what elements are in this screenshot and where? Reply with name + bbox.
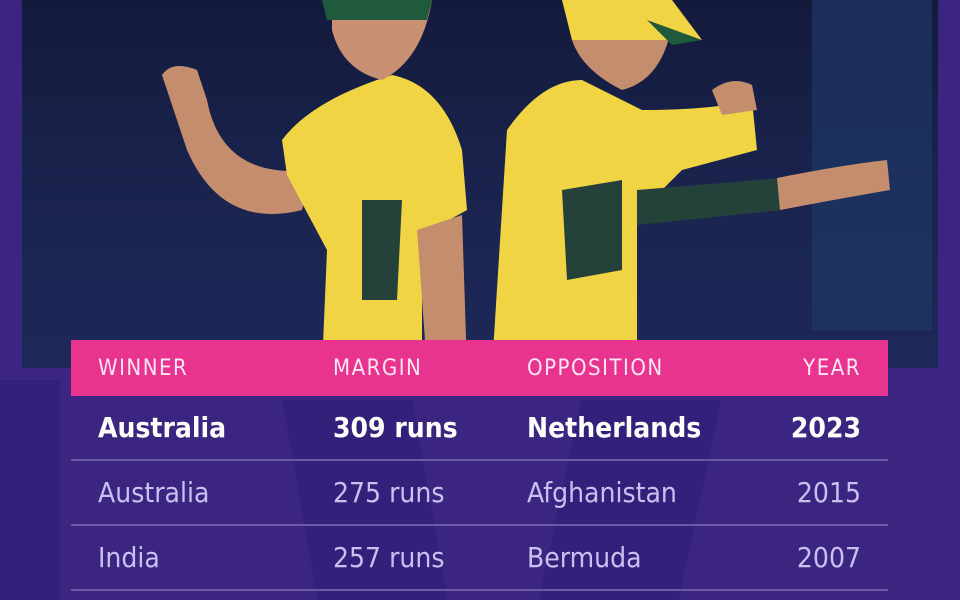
results-table: WINNER MARGIN OPPOSITION YEAR Australia …	[71, 340, 888, 591]
header-winner: WINNER	[98, 355, 189, 381]
table-row: India 257 runs Bermuda 2007	[71, 526, 888, 591]
cell-year: 2007	[796, 541, 861, 574]
players-illustration	[162, 0, 932, 368]
cell-year: 2015	[796, 476, 861, 509]
players-photo	[22, 0, 938, 368]
table-header: WINNER MARGIN OPPOSITION YEAR	[71, 340, 888, 396]
cell-opposition: Afghanistan	[527, 476, 677, 509]
table-row: Australia 309 runs Netherlands 2023	[71, 396, 888, 461]
cell-margin: 257 runs	[333, 541, 445, 574]
cell-year: 2023	[790, 411, 861, 444]
cell-opposition: Netherlands	[527, 411, 702, 444]
header-opposition: OPPOSITION	[527, 355, 664, 381]
table-row: Australia 275 runs Afghanistan 2015	[71, 461, 888, 526]
cell-opposition: Bermuda	[527, 541, 642, 574]
background-shape	[0, 380, 60, 600]
cell-winner: Australia	[98, 411, 227, 444]
header-margin: MARGIN	[333, 355, 423, 381]
cell-winner: India	[98, 541, 160, 574]
cell-margin: 309 runs	[333, 411, 458, 444]
cell-margin: 275 runs	[333, 476, 445, 509]
cell-winner: Australia	[98, 476, 210, 509]
header-year: YEAR	[803, 355, 861, 381]
